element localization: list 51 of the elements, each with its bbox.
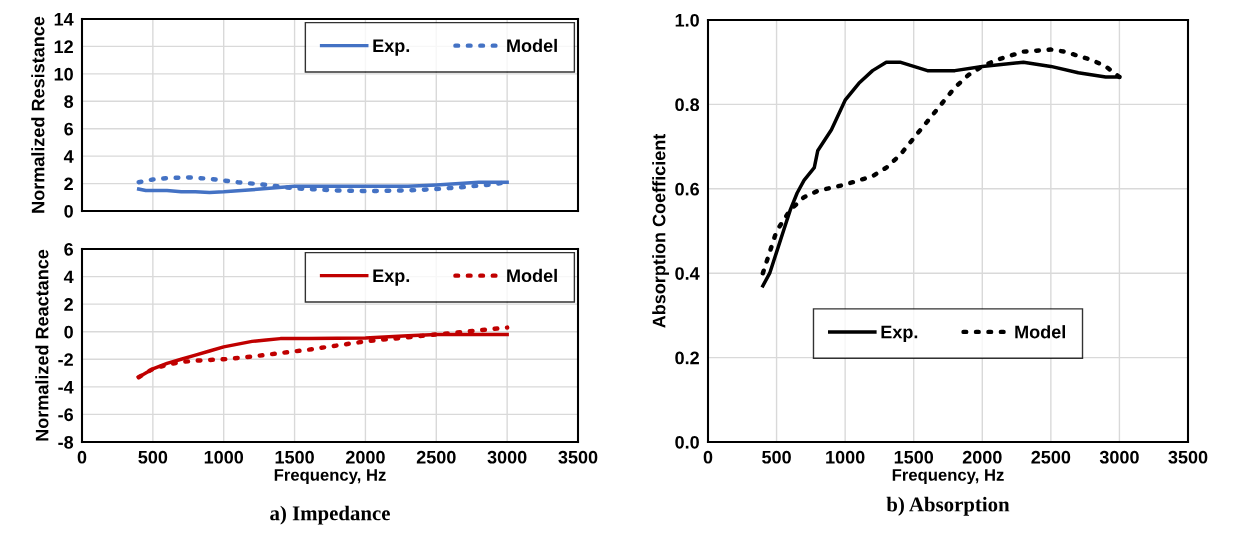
- text: b) Absorption: [886, 496, 1010, 516]
- y-tick-label: 4: [63, 150, 74, 163]
- legend-label: Model: [507, 268, 557, 283]
- x-tick-label: 3000: [487, 450, 527, 464]
- legend-label: Exp.: [373, 269, 410, 286]
- y-axis-title: Normalized Reactance: [35, 249, 49, 441]
- y-tick-label: 0: [64, 204, 73, 218]
- x-tick-label: 3000: [1099, 450, 1139, 464]
- legend-label: Model: [507, 38, 557, 53]
- y-axis-title: Absorption Coefficient: [652, 133, 670, 328]
- legend-label: Exp.: [881, 325, 918, 342]
- legend-label: Exp.: [373, 39, 410, 56]
- y-tick-label: 0.0: [675, 435, 699, 449]
- x-tick-label: 0: [703, 450, 713, 464]
- x-tick-label: 1500: [894, 450, 934, 464]
- y-tick-label: 0: [64, 325, 73, 339]
- x-tick-label: 500: [762, 450, 791, 464]
- y-tick-label: -4: [58, 380, 74, 394]
- x-tick-label: 3500: [558, 450, 598, 464]
- y-tick-label: 14: [54, 13, 74, 26]
- y-tick-label: 0.8: [675, 98, 700, 112]
- y-tick-label: -6: [58, 408, 74, 422]
- x-axis-title: Frequency, Hz: [892, 469, 1004, 485]
- x-tick-label: 500: [138, 450, 168, 464]
- x-tick-label: 1500: [275, 450, 314, 464]
- y-tick-label: 6: [64, 242, 74, 256]
- x-tick-label: 2000: [962, 450, 1002, 464]
- y-tick-label: 0.6: [675, 182, 700, 196]
- x-tick-label: 3500: [1168, 450, 1208, 464]
- y-tick-label: 0.2: [675, 351, 699, 365]
- y-tick-label: 4: [63, 270, 74, 284]
- y-axis-title: Normalized Resistance: [31, 16, 45, 213]
- x-tick-label: 2000: [345, 450, 385, 464]
- x-tick-label: 1000: [204, 450, 244, 464]
- y-tick-label: 0.4: [675, 267, 700, 280]
- y-tick-label: 6: [64, 122, 74, 136]
- y-tick-label: 10: [54, 67, 73, 81]
- y-tick-label: 1.0: [675, 13, 699, 27]
- y-tick-label: -8: [58, 435, 74, 449]
- y-tick-label: 2: [64, 298, 73, 311]
- x-tick-label: 1000: [826, 450, 865, 464]
- y-tick-label: -2: [58, 353, 73, 366]
- x-tick-label: 0: [77, 450, 87, 464]
- legend-label: Model: [1015, 325, 1065, 339]
- text: a) Impedance: [270, 505, 390, 525]
- x-axis-title: Frequency, Hz: [274, 469, 386, 485]
- x-tick-label: 2500: [1031, 450, 1071, 464]
- x-tick-label: 2500: [416, 450, 456, 464]
- y-tick-label: 2: [64, 177, 73, 191]
- y-tick-label: 8: [64, 95, 74, 109]
- y-tick-label: 12: [54, 40, 73, 53]
